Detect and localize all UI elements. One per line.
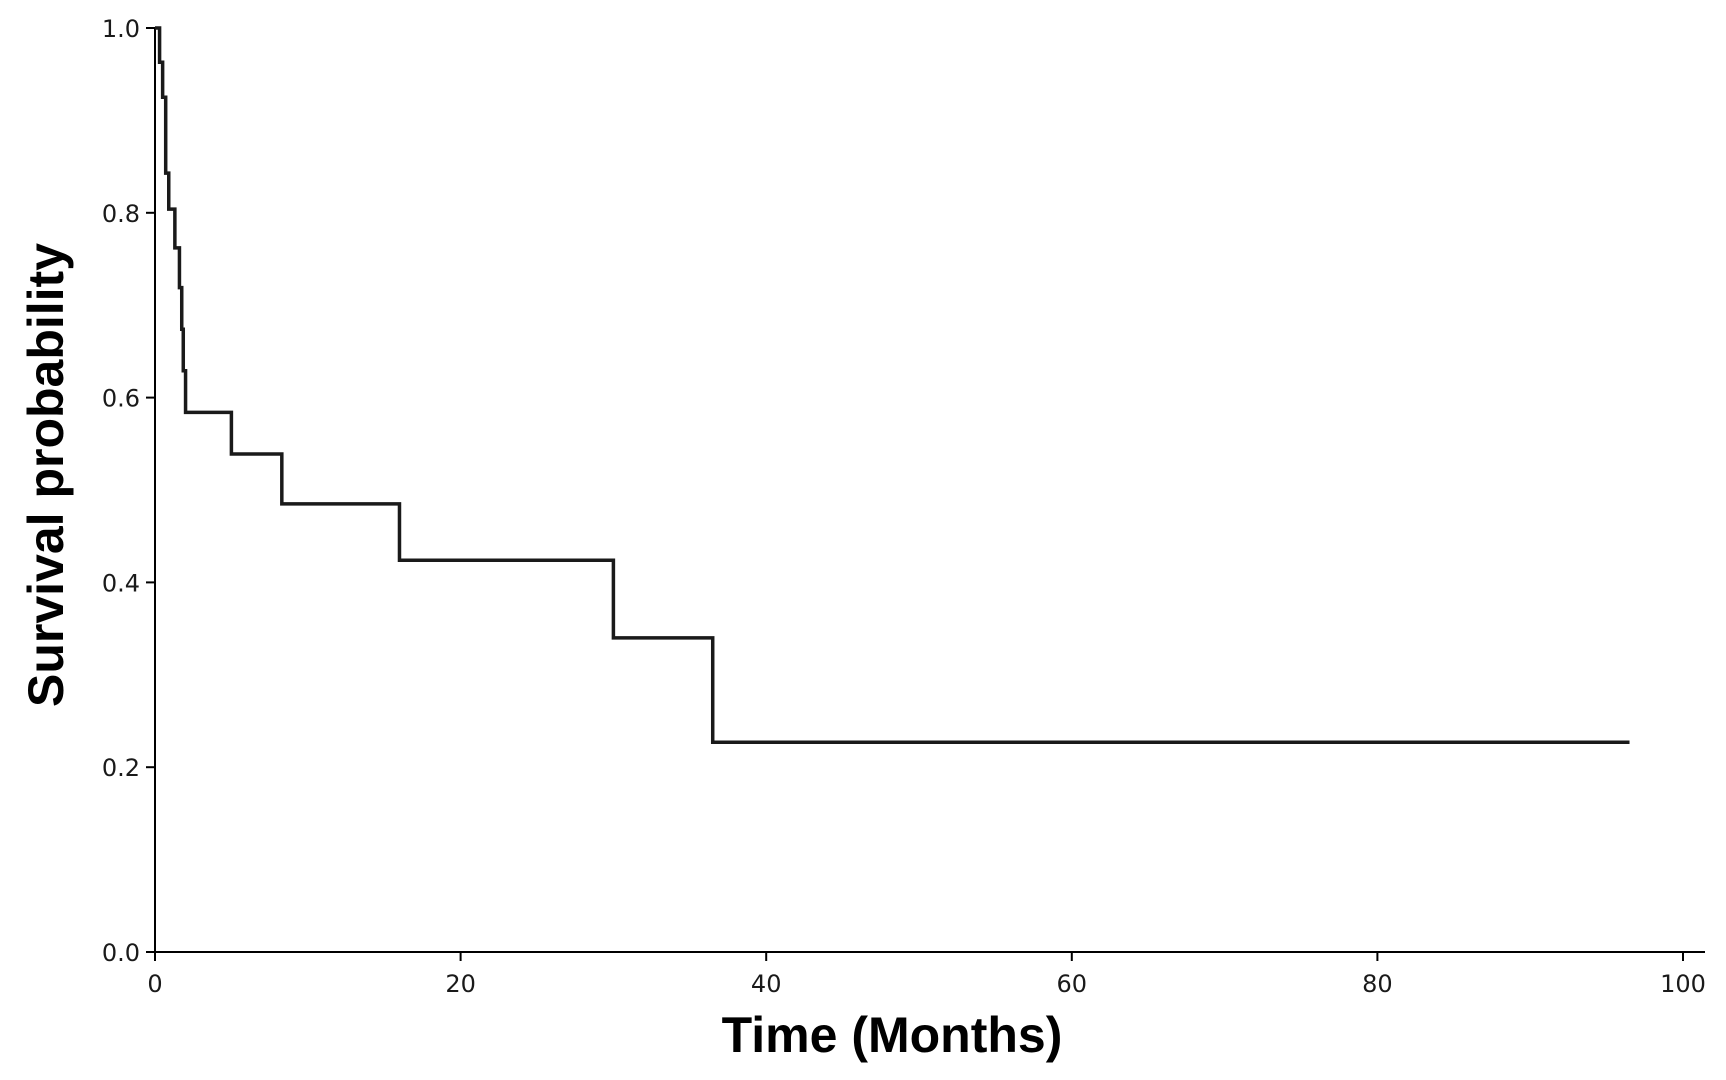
x-tick-label: 40 xyxy=(751,970,782,998)
x-ticks: 0 20 40 60 80 100 xyxy=(147,952,1706,998)
axes xyxy=(154,28,1705,953)
survival-step-line xyxy=(155,26,1630,745)
y-tick-label: 0.8 xyxy=(102,200,140,228)
x-tick-label: 0 xyxy=(147,970,162,998)
x-tick-label: 60 xyxy=(1057,970,1088,998)
y-tick-label: 1.0 xyxy=(102,15,140,43)
x-tick-label: 100 xyxy=(1660,970,1706,998)
x-tick-label: 80 xyxy=(1362,970,1393,998)
y-tick-label: 0.0 xyxy=(102,939,140,967)
x-tick-label: 20 xyxy=(445,970,476,998)
y-tick-label: 0.2 xyxy=(102,754,140,782)
y-axis-title: Survival probability xyxy=(18,243,74,707)
y-tick-label: 0.4 xyxy=(102,569,140,597)
series xyxy=(155,26,1630,745)
y-tick-label: 0.6 xyxy=(102,385,140,413)
y-ticks: 0.0 0.2 0.4 0.6 0.8 1.0 xyxy=(102,15,155,967)
x-axis-title: Time (Months) xyxy=(722,1007,1063,1063)
